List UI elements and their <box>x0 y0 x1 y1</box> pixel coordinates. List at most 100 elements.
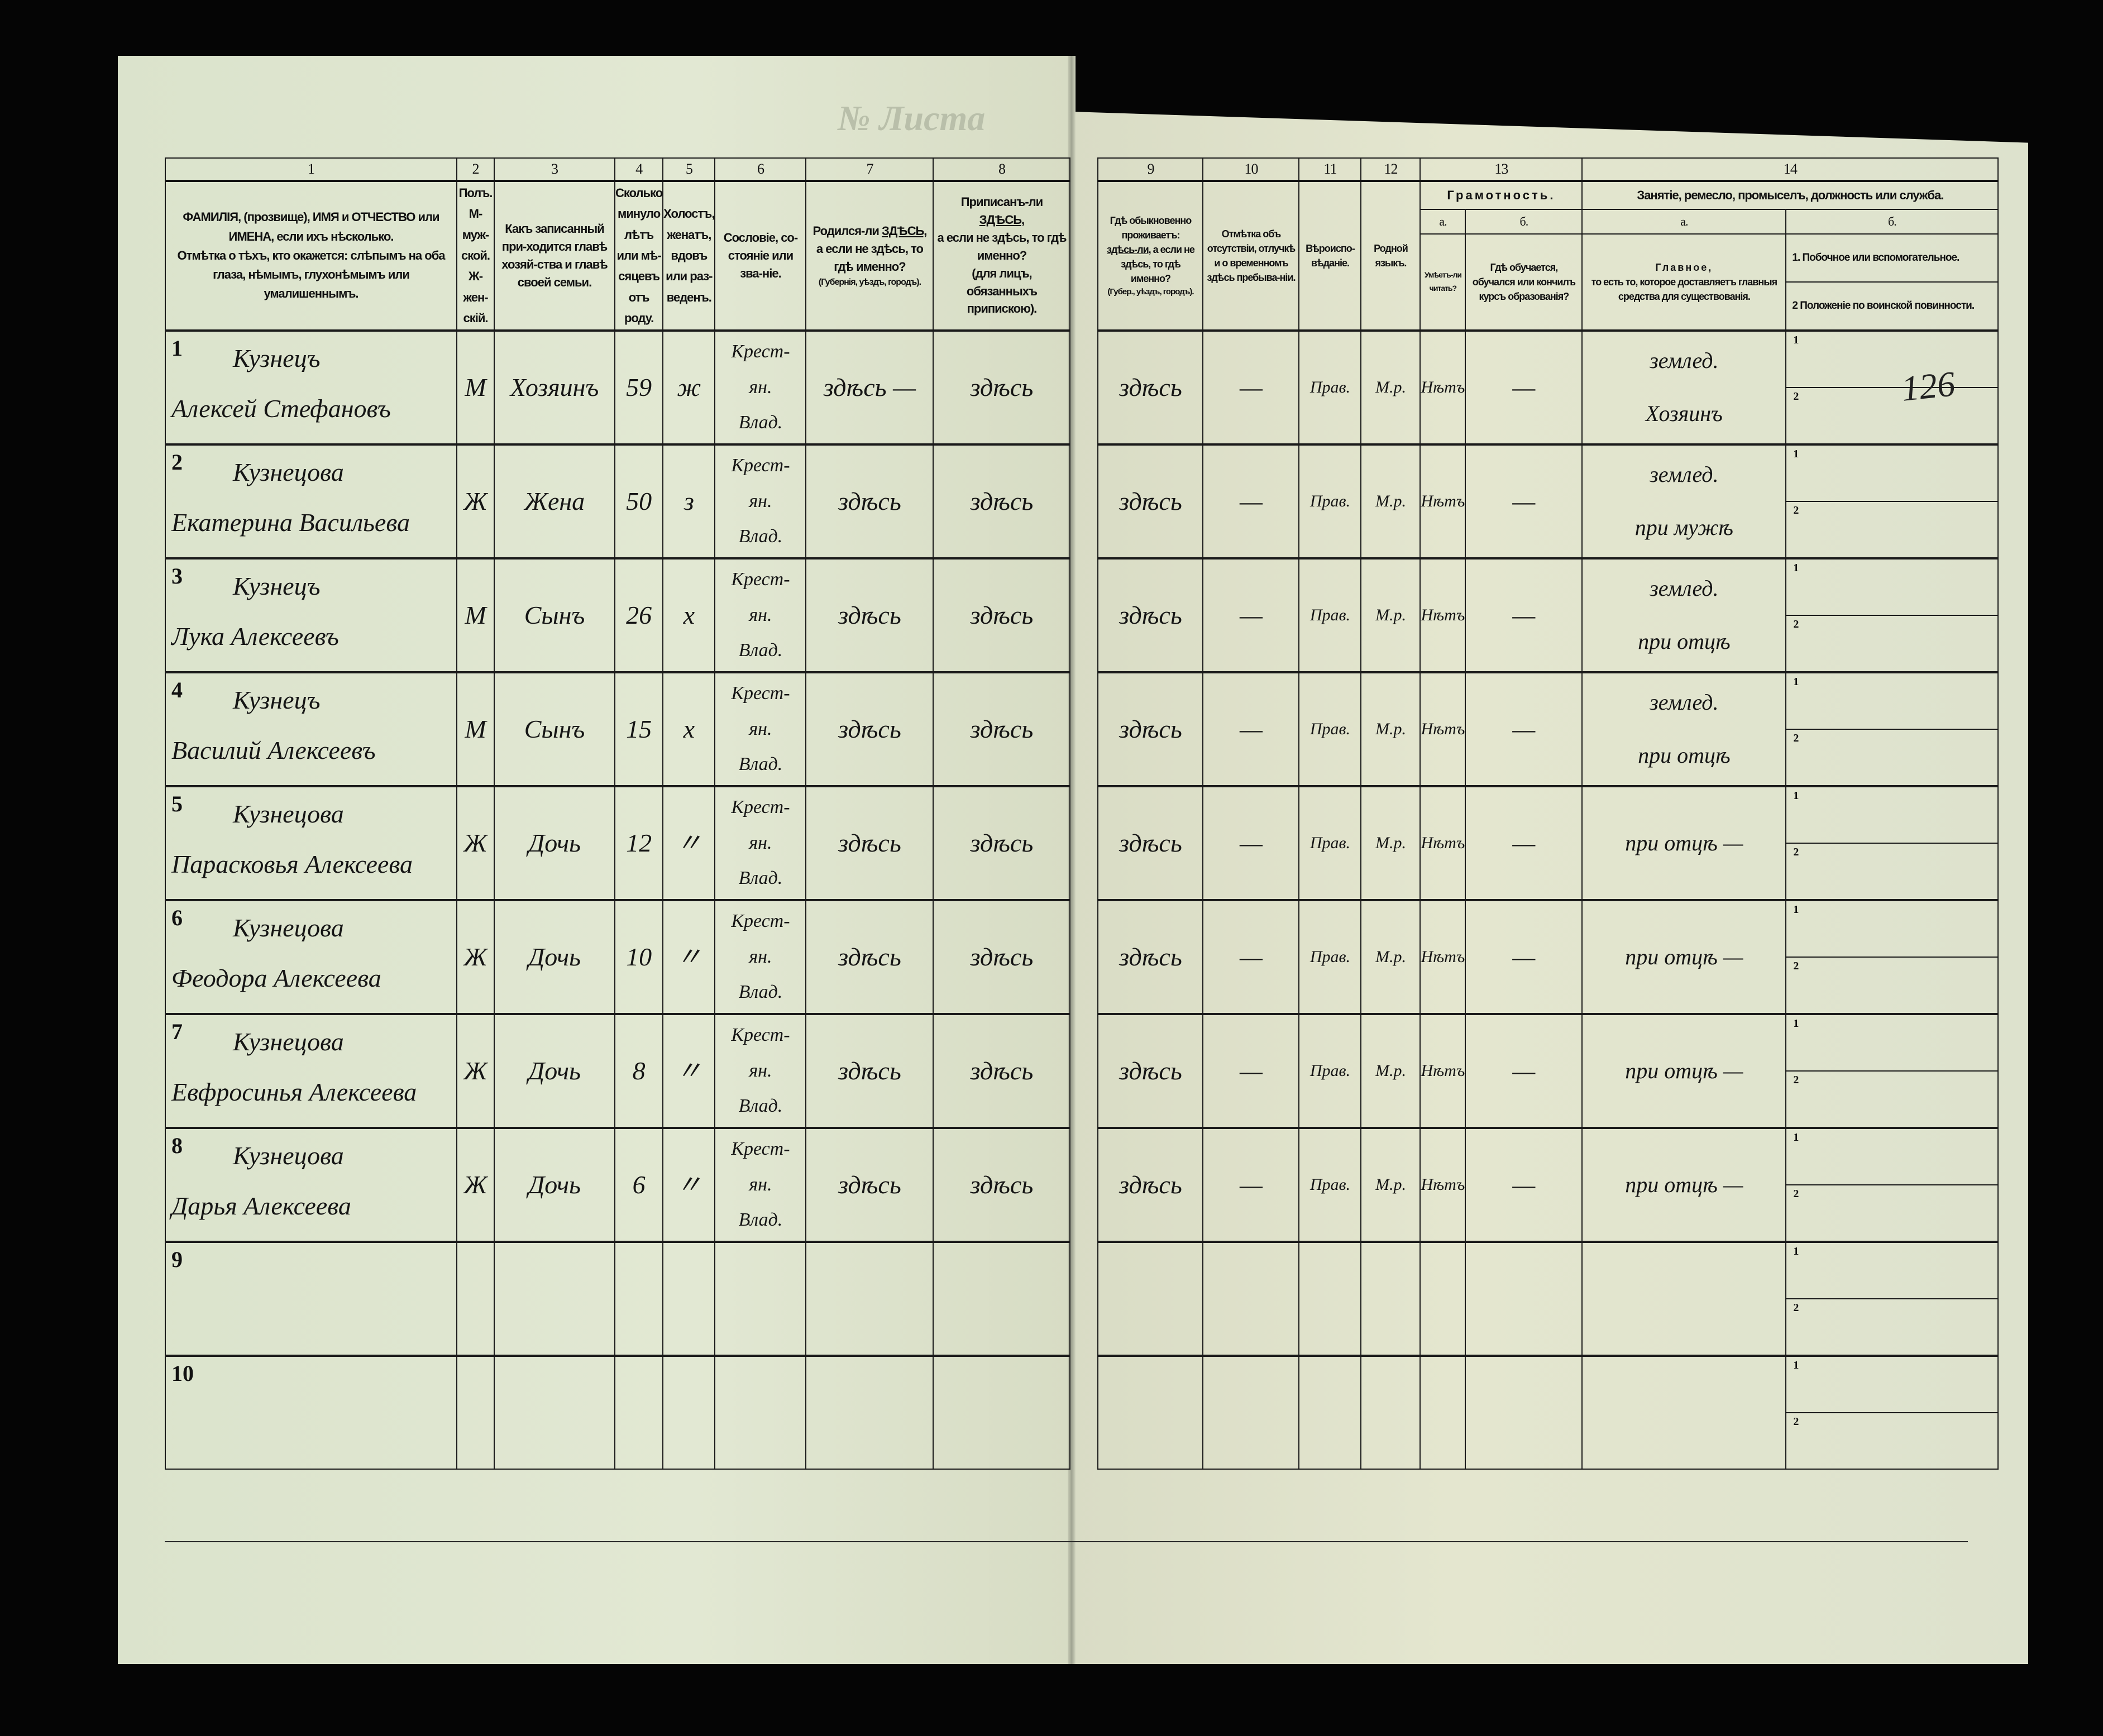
cell-residence <box>1097 1354 1204 1470</box>
cell-sex: М <box>456 329 495 445</box>
cell-education-value: — <box>1512 1056 1536 1085</box>
cell-religion <box>1298 1240 1362 1356</box>
cell-religion-value: Прав. <box>1309 947 1351 966</box>
cell-religion: Прав. <box>1298 557 1362 673</box>
cell-absence-value: — <box>1240 373 1263 402</box>
row-number: 5 <box>171 791 183 816</box>
header-text: 1. Побочное или вспомогательное. <box>1792 251 1959 264</box>
cell-registered <box>933 1240 1071 1356</box>
table-row: 7 Кузнецова Евфросинья Алексеева Ж Дочь 8 〃 Кре… <box>165 1012 1999 1128</box>
estate-line: Крест- <box>731 1025 790 1046</box>
cell-literacy: Нѣтъ <box>1419 898 1466 1015</box>
occupation-line: Хозяинъ <box>1645 401 1723 427</box>
cell-age: 10 <box>614 898 664 1015</box>
cell-birthplace <box>805 1240 934 1356</box>
cell-main-occupation: землед. Хозяинъ <box>1581 329 1787 445</box>
fold-gap <box>1070 1014 1098 1128</box>
header-text: (Губернія, уѣздъ, городъ). <box>818 277 921 287</box>
header-secondary-occupation: 1. Побочное или вспомогательное. 2 Полож… <box>1785 233 1999 331</box>
estate-value: Крест-ян. Влад. <box>715 904 805 1010</box>
cell-education: — <box>1465 1126 1583 1242</box>
occupation-line: при отцѣ — <box>1625 1058 1743 1083</box>
cell-relation-value: Сынъ <box>524 601 585 630</box>
cell-religion-value: Прав. <box>1309 719 1351 738</box>
fold-gap <box>1070 1356 1098 1469</box>
surname: Кузнецова <box>233 457 344 486</box>
sub-label-1: 1 <box>1793 447 1799 460</box>
cell-religion-value: Прав. <box>1309 377 1351 396</box>
fold-gap <box>1070 900 1098 1014</box>
cell-residence: здѣсь <box>1097 557 1204 673</box>
census-table: 1 2 3 4 5 6 7 8 9 10 11 12 13 14 ФАМИЛІЯ… <box>165 157 1999 1470</box>
occupation-line: при отцѣ <box>1638 743 1731 768</box>
sub-label-1: 1 <box>1793 1131 1799 1144</box>
estate-value: Крест-ян. Влад. <box>715 448 805 554</box>
cell-name: 4 Кузнецъ Василий Алексеевъ <box>165 671 457 787</box>
cell-birthplace-value: здѣсь <box>838 943 901 972</box>
cell-absence: — <box>1202 443 1300 559</box>
cell-education: — <box>1465 898 1583 1015</box>
header-occupation-b: б. <box>1785 208 1999 235</box>
cell-marital-value: 〃 <box>676 943 702 972</box>
header-literacy-a: а. <box>1419 208 1466 235</box>
header-main-occupation: Главное, то есть то, которое доставляетъ… <box>1581 233 1787 331</box>
sub-label-1: 1 <box>1793 903 1799 916</box>
cell-age-value: 10 <box>626 943 652 972</box>
header-sex: Полъ. М-муж-ской. Ж-жен-скій. <box>456 180 495 331</box>
header-registered: Приписанъ-ли ЗДѢСЬ, а если не здѣсь, то … <box>933 180 1071 331</box>
cell-marital <box>662 1240 716 1356</box>
cell-residence: здѣсь <box>1097 1012 1204 1128</box>
cell-birthplace: здѣсь — <box>805 329 934 445</box>
cell-name: 7 Кузнецова Евфросинья Алексеева <box>165 1012 457 1128</box>
occupation-value: при отцѣ — <box>1583 1132 1785 1238</box>
cell-age: 26 <box>614 557 664 673</box>
occupation-value: землед. при отцѣ <box>1583 562 1785 668</box>
sub-label-1: 1 <box>1793 561 1799 574</box>
sub-label-2: 2 <box>1793 959 1799 972</box>
occupation-line: при мужѣ <box>1634 515 1733 541</box>
military-2: 2 <box>1786 956 1998 1013</box>
header-can-read: Умѣетъ-ли читать? <box>1419 233 1466 331</box>
bottom-rule <box>165 1541 1968 1542</box>
cell-residence: здѣсь <box>1097 785 1204 901</box>
cell-name: 2 Кузнецова Екатерина Васильева <box>165 443 457 559</box>
cell-residence-value: здѣсь <box>1119 1056 1182 1085</box>
cell-language-value: М.р. <box>1375 605 1406 624</box>
header-text: то есть то, которое доставляетъ главныя … <box>1591 276 1778 302</box>
cell-literacy: Нѣтъ <box>1419 1012 1466 1128</box>
secondary-1: 1 <box>1786 1015 1997 1070</box>
col-num: 11 <box>1298 157 1362 182</box>
estate-line: ян. <box>749 604 772 625</box>
military-2: 2 <box>1786 386 1998 443</box>
cell-absence <box>1202 1240 1300 1356</box>
military-2: 2 <box>1786 500 1998 557</box>
cell-name: 8 Кузнецова Дарья Алексеева <box>165 1126 457 1242</box>
sub-label-2: 2 <box>1793 504 1799 517</box>
cell-birthplace: здѣсь <box>805 443 934 559</box>
header-text: а если не здѣсь, то гдѣ именно? <box>1121 243 1195 284</box>
cell-sex: Ж <box>456 443 495 559</box>
cell-language: М.р. <box>1360 785 1421 901</box>
cell-literacy: Нѣтъ <box>1419 1126 1466 1242</box>
cell-marital-value: ж <box>677 373 701 402</box>
cell-residence-value: здѣсь <box>1119 601 1182 630</box>
sub-label-1: 1 <box>1793 1245 1799 1257</box>
military-2: 2 <box>1786 614 1998 671</box>
occupation-line: при отцѣ — <box>1625 944 1743 969</box>
cell-age <box>614 1240 664 1356</box>
table-row: 3 Кузнецъ Лука Алексеевъ М Сынъ 26 х Крест-ян. В… <box>165 557 1999 673</box>
surname: Кузнецова <box>233 799 344 828</box>
header-birthplace: Родился-ли ЗДѢСЬ, а если не здѣсь, то гд… <box>805 180 934 331</box>
cell-absence-value: — <box>1240 715 1263 744</box>
occupation-value: при отцѣ — <box>1583 904 1785 1010</box>
estate-line: Влад. <box>738 1096 783 1117</box>
header-text: ИМЕНА, если ихъ нѣсколько. <box>228 229 394 243</box>
cell-relation-value: Дочь <box>528 1170 581 1199</box>
estate-line: Крест- <box>731 683 790 704</box>
cell-language-value: М.р. <box>1375 1175 1406 1194</box>
occupation-line: при отцѣ — <box>1625 830 1743 855</box>
cell-estate: Крест-ян. Влад. <box>714 1126 807 1242</box>
sub-label-2: 2 <box>1793 390 1799 403</box>
